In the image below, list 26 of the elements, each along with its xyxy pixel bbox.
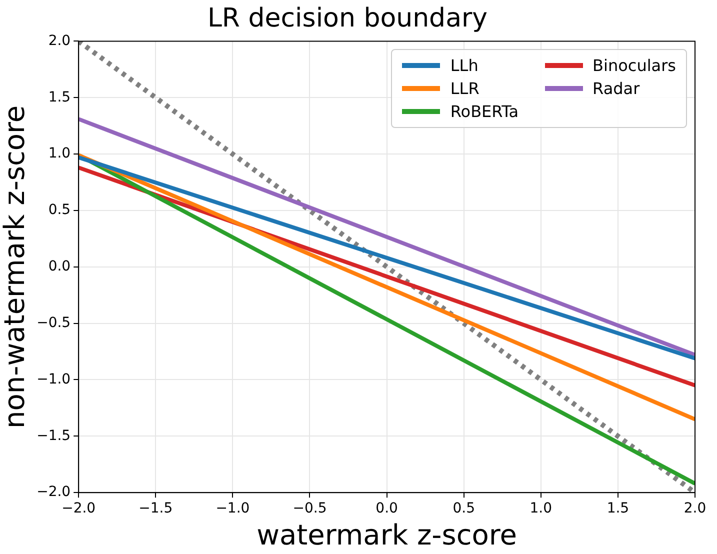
x-tick-label: 2.0 xyxy=(684,500,706,517)
y-tick-label: 2.0 xyxy=(48,32,71,49)
y-tick-label: 1.0 xyxy=(48,146,71,162)
legend-label: Binoculars xyxy=(592,56,676,76)
x-tick-label: −0.5 xyxy=(292,500,327,517)
y-tick-label: −1.5 xyxy=(36,428,71,444)
legend-label: RoBERTa xyxy=(450,102,519,122)
x-tick-label: 0.5 xyxy=(452,500,475,517)
x-tick-label: 1.0 xyxy=(530,500,552,517)
x-tick-label: −2.0 xyxy=(62,500,96,517)
legend-label: LLR xyxy=(450,79,480,98)
chart-title: LR decision boundary xyxy=(207,3,488,34)
x-tick-label: 0.0 xyxy=(376,500,398,517)
y-tick-label: −2.0 xyxy=(36,484,71,500)
y-tick-label: 0.5 xyxy=(48,202,71,218)
legend-label: Radar xyxy=(592,79,640,98)
y-tick-label: −1.0 xyxy=(36,371,71,388)
x-axis-title: watermark z-score xyxy=(256,518,517,552)
x-tick-label: −1.0 xyxy=(216,500,250,517)
x-tick-label: 1.5 xyxy=(606,500,630,517)
y-axis-title: non-watermark z-score xyxy=(0,105,32,428)
y-tick-label: 0.0 xyxy=(48,258,71,275)
y-tick-label: 1.5 xyxy=(48,89,71,106)
x-tick-label: −1.5 xyxy=(138,500,173,517)
y-tick-label: −0.5 xyxy=(36,314,71,331)
legend-label: LLh xyxy=(450,56,478,76)
